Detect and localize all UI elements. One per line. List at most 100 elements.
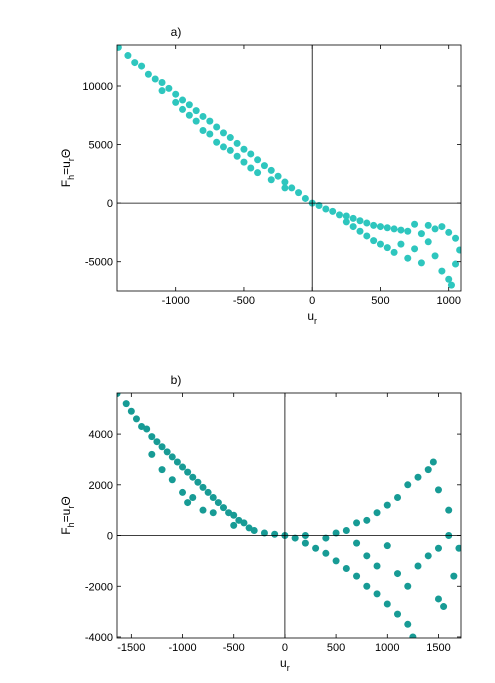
point: [353, 539, 361, 547]
point: [332, 557, 340, 565]
point: [184, 499, 192, 507]
point: [312, 544, 320, 552]
x-tick-label: 0: [282, 642, 288, 654]
y-tick-label: -5000: [85, 257, 113, 269]
point: [434, 595, 442, 603]
point: [383, 542, 391, 550]
y-tick-label: -4000: [85, 632, 113, 644]
point: [148, 450, 156, 458]
point: [363, 232, 371, 240]
point: [450, 572, 458, 580]
point: [363, 582, 371, 590]
point: [363, 516, 371, 524]
point: [404, 582, 412, 590]
x-label-part: u: [280, 656, 287, 670]
point: [411, 245, 419, 253]
panel-title: a): [171, 25, 182, 39]
point: [301, 539, 309, 547]
point: [315, 201, 323, 209]
frame: [116, 44, 462, 292]
point: [370, 221, 378, 229]
point: [438, 267, 446, 275]
y-label-part: F: [59, 180, 73, 187]
y-label-part: h: [66, 175, 76, 180]
point: [383, 244, 391, 252]
point: [404, 620, 412, 628]
point: [199, 506, 207, 514]
point: [117, 393, 121, 398]
point: [383, 600, 391, 608]
point: [322, 549, 330, 557]
point: [185, 111, 193, 119]
point: [424, 238, 432, 246]
point: [250, 526, 258, 534]
point: [411, 220, 419, 228]
point: [394, 570, 402, 578]
point: [206, 117, 214, 125]
frame: [116, 392, 462, 639]
point: [192, 107, 200, 115]
point: [424, 552, 432, 560]
point: [189, 473, 197, 481]
point: [281, 184, 289, 192]
y-axis-label: Fh=urΘ: [59, 149, 76, 187]
point: [204, 488, 212, 496]
x-axis-label: ur: [307, 309, 317, 326]
point: [295, 189, 303, 197]
point: [184, 468, 192, 476]
point: [230, 521, 238, 529]
point: [417, 259, 425, 267]
point: [143, 425, 151, 433]
point: [260, 162, 268, 170]
point: [219, 129, 227, 137]
point: [172, 98, 180, 106]
point: [414, 473, 422, 481]
point: [288, 184, 296, 192]
point: [390, 248, 398, 256]
point: [376, 223, 384, 231]
x-tick-label: 1500: [426, 642, 450, 654]
point: [281, 178, 289, 186]
point: [168, 453, 176, 461]
point: [117, 45, 122, 51]
x-tick-label: -1000: [168, 642, 196, 654]
point: [267, 176, 275, 184]
point: [132, 415, 140, 423]
point: [394, 610, 402, 618]
point: [394, 493, 402, 501]
panel-title: b): [171, 373, 182, 387]
y-label-part: h: [66, 522, 76, 527]
point: [165, 84, 173, 92]
point: [356, 227, 364, 235]
point: [122, 400, 130, 408]
point: [179, 463, 187, 471]
point: [240, 145, 248, 153]
point: [209, 509, 217, 517]
point: [192, 117, 200, 125]
point: [179, 105, 187, 113]
point: [226, 134, 234, 142]
point: [138, 62, 146, 70]
point: [194, 478, 202, 486]
point: [329, 207, 337, 215]
point: [342, 218, 350, 226]
point: [440, 603, 448, 611]
point: [349, 223, 357, 231]
point: [240, 158, 248, 166]
point: [158, 466, 166, 474]
point: [376, 240, 384, 248]
plot-area: [117, 45, 461, 289]
point: [219, 504, 227, 512]
x-tick-label: -500: [223, 642, 245, 654]
point: [434, 486, 442, 494]
point: [179, 488, 187, 496]
point: [356, 217, 364, 225]
x-label-part: u: [307, 309, 314, 323]
point: [397, 226, 405, 234]
point: [199, 127, 207, 135]
point: [424, 221, 432, 229]
point: [267, 166, 275, 174]
x-tick-label: 500: [371, 295, 389, 307]
point: [353, 572, 361, 580]
point: [452, 260, 460, 268]
